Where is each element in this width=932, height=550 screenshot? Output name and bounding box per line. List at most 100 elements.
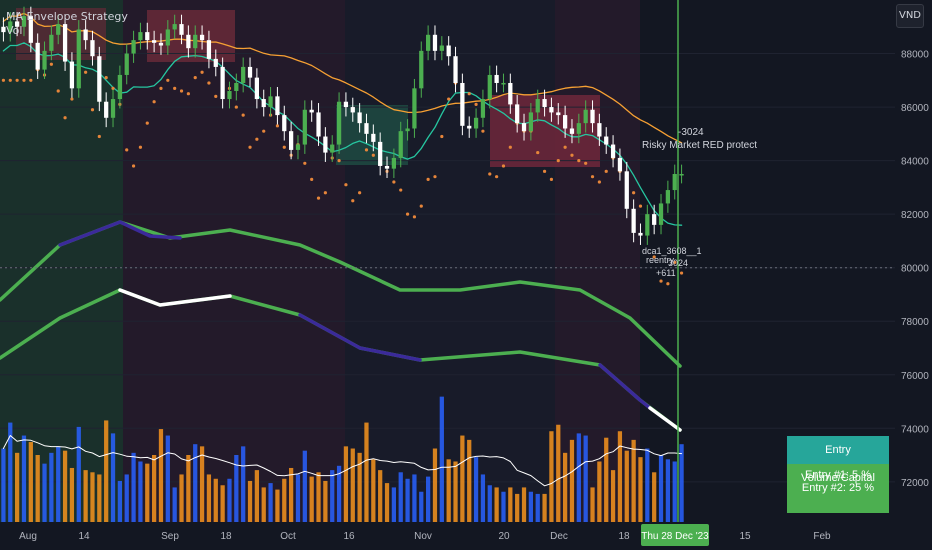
candle-body [501, 82, 506, 85]
trailing-stop-dot [337, 159, 341, 163]
trailing-stop-dot [584, 161, 588, 165]
candle-body [104, 101, 109, 118]
trailing-stop-dot [145, 121, 149, 125]
volume-bar [131, 452, 136, 522]
trailing-stop-dot [542, 169, 547, 173]
trailing-stop-dot [412, 215, 417, 219]
trailing-stop-dot [255, 137, 259, 141]
x-tick-label: Oct [280, 531, 296, 542]
candle-body [371, 133, 376, 142]
volume-bar [117, 480, 122, 522]
indicator-title[interactable]: MA Envelope Strategy [6, 10, 128, 23]
volume-label[interactable]: Vol [6, 24, 23, 37]
volume-bar [152, 455, 157, 522]
volume-bar [28, 442, 33, 522]
volume-bar [316, 472, 321, 522]
trailing-stop-dot [501, 164, 506, 168]
candle-body [487, 74, 492, 100]
trailing-stop-dot [419, 204, 423, 208]
candle-body [138, 32, 143, 41]
trailing-stop-dot [234, 105, 238, 109]
entry-1-text: Entry #1: 5 % [804, 469, 872, 481]
candle-body [378, 141, 383, 166]
volume-bar [480, 474, 486, 522]
volume-ma-line [2, 435, 683, 487]
dca-label: dca1_3608__1 [642, 246, 702, 256]
volume-bar [8, 422, 13, 522]
envelope-segment [58, 220, 182, 247]
candle-body [302, 109, 307, 145]
entry-2-text: Entry #2: 25 % [801, 482, 875, 494]
volume-bar [261, 487, 266, 522]
volume-bar [583, 435, 588, 522]
volume-bar [247, 480, 253, 522]
volume-bar [49, 452, 54, 522]
volume-bar [426, 476, 431, 522]
candle-body [343, 101, 349, 108]
trailing-stop-dot [597, 180, 601, 184]
volume-bar [453, 461, 458, 522]
trailing-stop-dot [29, 78, 33, 82]
volume-bar [330, 470, 335, 522]
candle-body [15, 21, 20, 27]
candle-body [439, 45, 444, 51]
x-tick-label: 16 [343, 531, 355, 542]
volume-bar [604, 437, 609, 522]
candle-body [97, 56, 102, 102]
volume-bar [56, 446, 61, 522]
trailing-stop-dot [8, 78, 12, 82]
x-tick-label: Feb [813, 531, 831, 542]
trailing-stop-dot [652, 255, 656, 259]
trailing-stop-dot [467, 92, 471, 96]
trailing-stop-dot [303, 161, 307, 165]
candle-body [145, 32, 150, 41]
volume-bar [549, 431, 554, 522]
x-tick-label-highlighted: Thu 28 Dec '23 [641, 531, 709, 542]
trailing-stop-dot [22, 78, 26, 82]
candle-body [556, 112, 561, 116]
volume-bar [590, 487, 595, 522]
volume-bar [556, 424, 561, 522]
trailing-stop-dot [508, 145, 512, 149]
x-highlight-bg [641, 524, 709, 546]
candle-body [117, 74, 122, 100]
currency-button[interactable]: VND [896, 4, 924, 28]
trailing-stop-dot [659, 279, 663, 283]
candle-body [295, 144, 301, 150]
candle-body [199, 34, 205, 41]
volume-bar [199, 446, 205, 522]
candle-body [364, 123, 369, 134]
volume-bar [206, 474, 212, 522]
trailing-stop-dot [536, 150, 540, 155]
volume-bar [124, 474, 129, 522]
candle-body [652, 214, 657, 225]
candle-body [76, 29, 81, 89]
candle-body [508, 82, 513, 105]
ma-orange-line [2, 12, 683, 144]
candle-body [672, 174, 677, 191]
trailing-stop-dot [111, 86, 115, 90]
trailing-stop-dot [316, 196, 321, 200]
candle-body [179, 24, 184, 35]
entry-info-box: Entry Volume/Capital Entry #1: 5 % Entry… [787, 436, 889, 513]
trailing-stop-dot [186, 92, 190, 96]
trailing-stop-dot [200, 70, 204, 74]
candle-body [521, 123, 527, 132]
candle-body [309, 109, 314, 113]
volume-bar [110, 433, 116, 522]
volume-bar [234, 455, 239, 522]
trailing-stop-dot [433, 175, 437, 179]
candle-body [419, 50, 424, 89]
y-tick-label: 74000 [901, 424, 929, 435]
candle-body [665, 190, 670, 204]
background-band [555, 0, 640, 522]
trailing-stop-dot [481, 129, 485, 133]
candle-body [384, 165, 390, 169]
volume-bar [179, 474, 184, 522]
candle-body [549, 107, 554, 113]
candle-body [275, 96, 280, 116]
trailing-stop-dot [364, 148, 369, 152]
volume-bar [138, 461, 143, 522]
